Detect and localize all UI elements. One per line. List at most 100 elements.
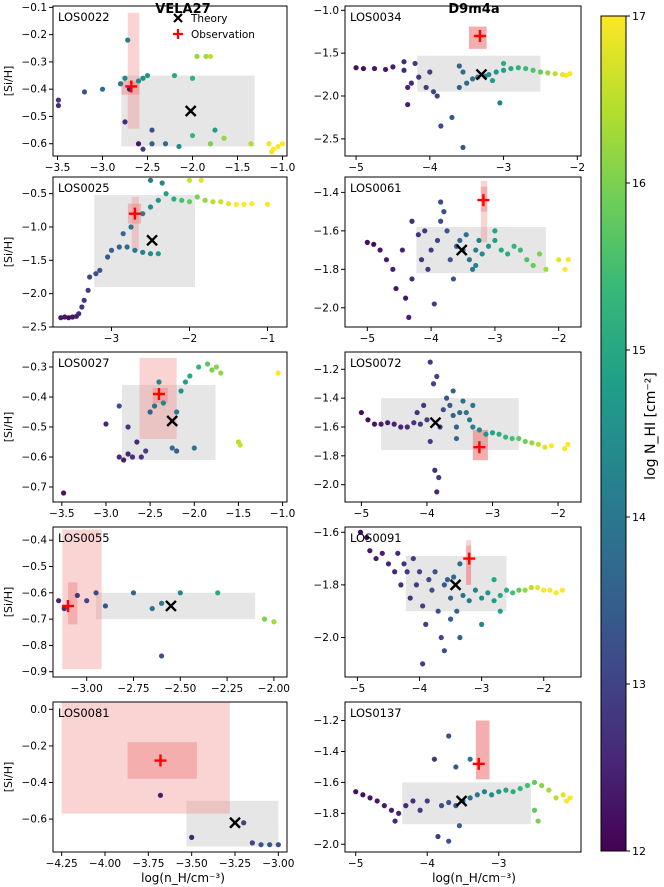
y-axis-label: [Si/H] bbox=[2, 237, 15, 268]
data-point bbox=[353, 789, 359, 795]
data-point bbox=[138, 454, 144, 460]
data-point bbox=[198, 177, 204, 183]
theory-marker bbox=[184, 105, 197, 117]
y-tick-label: −1.8 bbox=[314, 450, 340, 462]
data-point bbox=[140, 75, 146, 81]
data-point bbox=[140, 211, 146, 217]
data-point bbox=[524, 257, 530, 263]
data-point bbox=[401, 67, 407, 73]
data-point bbox=[467, 795, 473, 801]
data-point bbox=[147, 251, 154, 257]
data-point bbox=[62, 314, 68, 320]
data-point bbox=[451, 574, 457, 580]
data-point bbox=[189, 132, 196, 139]
x-tick-label: −4 bbox=[412, 683, 428, 695]
data-point bbox=[187, 373, 193, 379]
x-tick-label: −3 bbox=[104, 333, 119, 345]
data-point bbox=[464, 80, 470, 86]
data-point bbox=[429, 587, 435, 593]
data-point bbox=[102, 603, 109, 609]
data-point bbox=[423, 621, 429, 627]
data-point bbox=[194, 194, 200, 200]
data-point bbox=[450, 276, 457, 282]
data-point bbox=[543, 266, 549, 272]
data-point bbox=[151, 403, 158, 409]
data-point bbox=[497, 592, 503, 599]
x-tick-label: −2 bbox=[182, 333, 197, 345]
panel-los0091: −5 −4 −3 −2 −2.0 −1.8 −1.6 LOS0091 bbox=[314, 526, 582, 695]
data-point bbox=[410, 555, 416, 562]
panel-title: LOS0072 bbox=[350, 356, 402, 370]
data-point bbox=[125, 424, 131, 430]
data-point bbox=[105, 254, 111, 260]
data-point bbox=[55, 102, 62, 109]
x-tick-label: −1.5 bbox=[226, 508, 252, 520]
data-point bbox=[447, 595, 454, 601]
plot-area bbox=[353, 720, 573, 844]
y-tick-label: −0.3 bbox=[22, 362, 48, 374]
x-tick-label: −5 bbox=[360, 333, 375, 345]
data-point bbox=[84, 598, 90, 604]
x-tick-label: −4 bbox=[420, 858, 436, 870]
data-point bbox=[411, 420, 417, 426]
data-point bbox=[97, 267, 103, 273]
panel-title: LOS0034 bbox=[350, 10, 402, 24]
y-tick-label: −0.5 bbox=[22, 188, 48, 200]
data-point bbox=[491, 598, 497, 604]
observation-marker bbox=[472, 757, 485, 770]
y-tick-label: −1.5 bbox=[314, 48, 340, 60]
data-point bbox=[401, 561, 407, 567]
data-point bbox=[485, 590, 491, 596]
y-tick-label: −1.0 bbox=[314, 5, 340, 17]
x-tick-label: −3.0 bbox=[93, 508, 119, 520]
data-point bbox=[485, 243, 492, 249]
data-point bbox=[371, 65, 378, 72]
data-point bbox=[155, 197, 161, 203]
panel-title: LOS0022 bbox=[58, 10, 110, 24]
x-tick-label: −2 bbox=[550, 508, 565, 520]
data-point bbox=[422, 228, 428, 234]
data-point bbox=[160, 400, 166, 406]
y-tick-label: −0.7 bbox=[22, 614, 48, 626]
data-point bbox=[215, 590, 221, 596]
plot-area bbox=[364, 180, 571, 320]
data-point bbox=[125, 451, 131, 457]
data-point bbox=[124, 244, 130, 250]
data-point bbox=[209, 367, 215, 373]
data-point bbox=[479, 621, 485, 627]
data-point bbox=[409, 276, 415, 282]
x-axis-label-left: log(n_H/cm⁻³) bbox=[141, 871, 225, 885]
x-tick-label: −2.5 bbox=[135, 162, 161, 174]
y-tick-label: −1.5 bbox=[22, 255, 48, 267]
data-point bbox=[552, 71, 558, 77]
data-point bbox=[466, 257, 472, 263]
data-point bbox=[434, 93, 440, 99]
data-point bbox=[564, 798, 570, 804]
data-point bbox=[541, 587, 547, 593]
x-tick-label: −4 bbox=[422, 162, 438, 174]
data-point bbox=[218, 370, 224, 376]
data-point bbox=[189, 75, 196, 81]
plot-area bbox=[353, 26, 573, 151]
data-point bbox=[535, 818, 541, 824]
data-point bbox=[446, 733, 452, 739]
data-point bbox=[405, 101, 411, 108]
legend: Theory Observation bbox=[173, 13, 255, 41]
data-point bbox=[424, 417, 430, 423]
x-tick-label: −2.5 bbox=[137, 508, 163, 520]
data-point bbox=[392, 818, 398, 824]
y-tick-label: −0.6 bbox=[22, 587, 48, 599]
x-tick-label: −3.00 bbox=[71, 683, 103, 695]
data-point bbox=[565, 257, 571, 263]
data-point bbox=[275, 842, 281, 848]
panel-los0055: −3.00 −2.75 −2.50 −2.25 −2.00 −0.9 −0.8 −0.7 −0.… bbox=[2, 526, 290, 695]
panel-frame bbox=[344, 701, 582, 853]
data-point bbox=[382, 66, 389, 73]
observation-marker bbox=[152, 388, 165, 400]
data-point bbox=[367, 548, 373, 554]
data-point bbox=[486, 71, 492, 78]
data-point bbox=[406, 314, 412, 320]
observation-range-band bbox=[127, 12, 140, 129]
panel-title: LOS0055 bbox=[58, 531, 110, 545]
